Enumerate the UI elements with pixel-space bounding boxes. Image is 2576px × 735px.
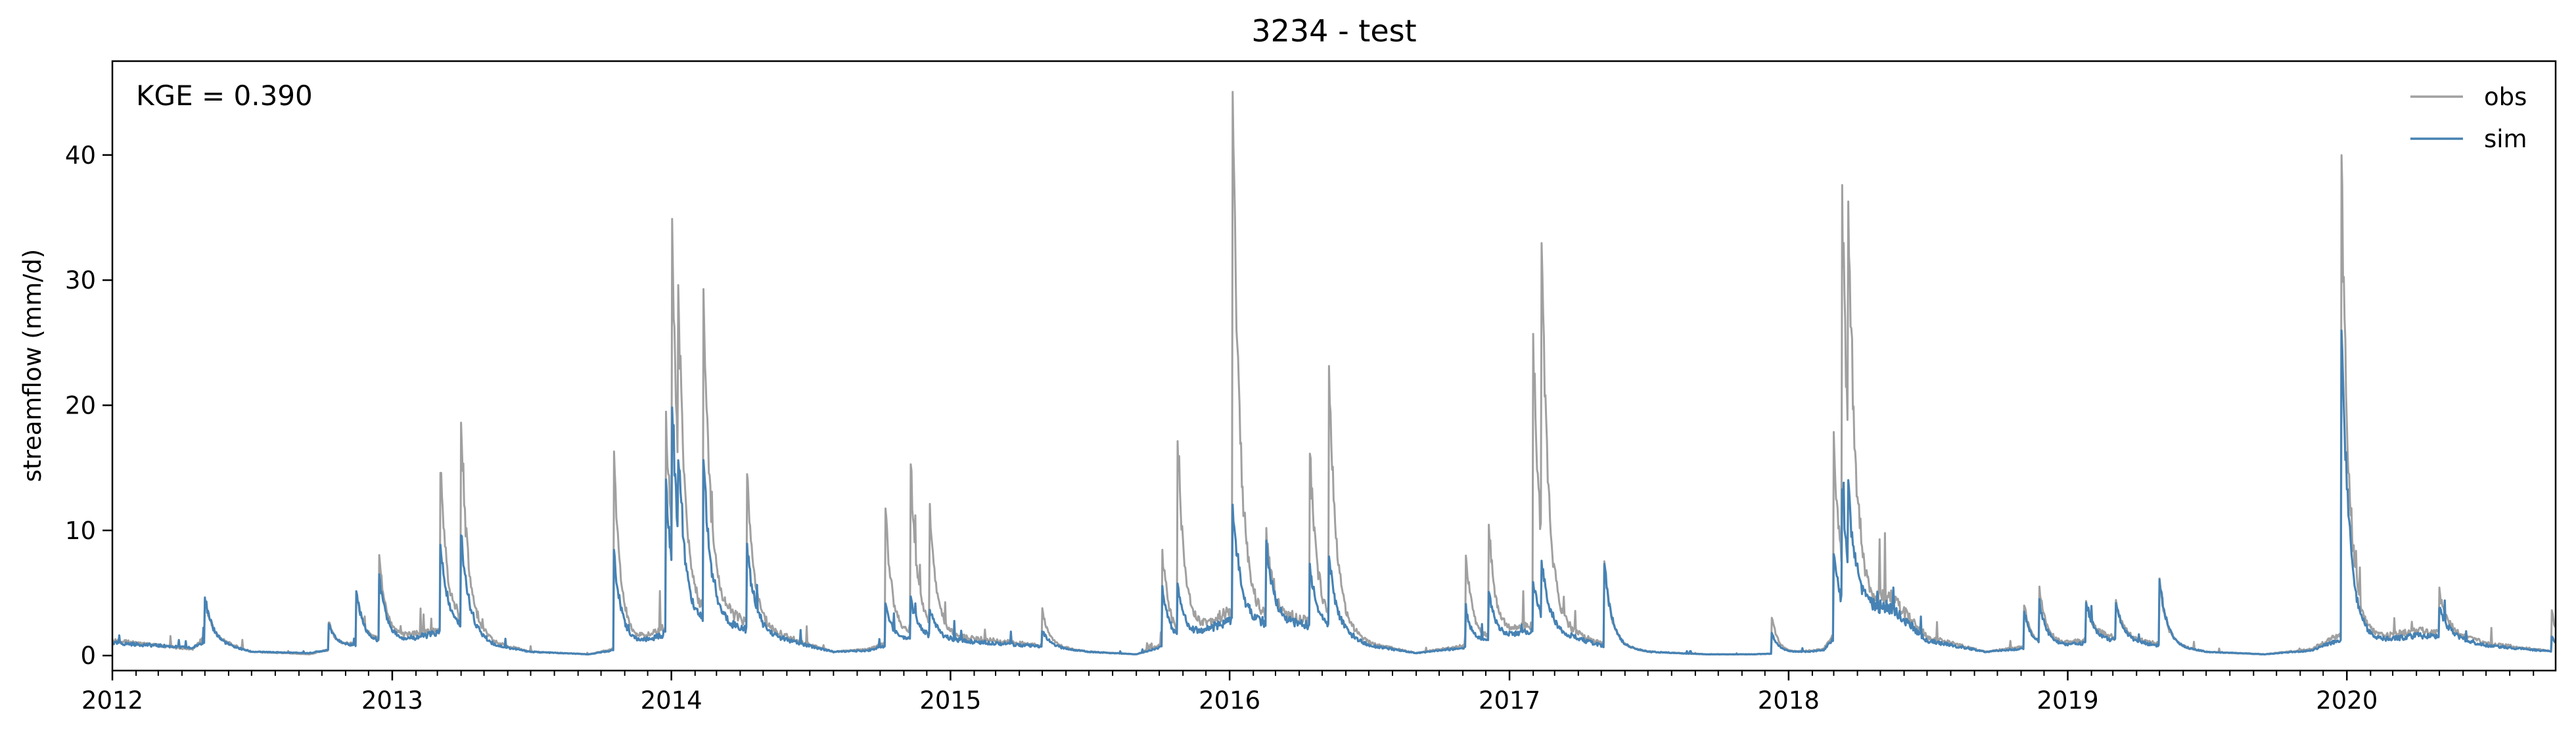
x-tick-label: 2015 [919, 686, 981, 715]
sim-series [112, 329, 2557, 656]
sim-line [112, 329, 2557, 656]
x-tick-label: 2017 [1479, 686, 1540, 715]
y-tick-label: 30 [65, 266, 96, 295]
legend-sim-label: sim [2484, 125, 2527, 153]
x-tick-label: 2014 [641, 686, 702, 715]
x-axis: 2012 2013 2014 2015 2016 2017 2018 2019 2020 [81, 671, 2535, 715]
legend: obs sim [2410, 83, 2527, 153]
y-tick-label: 20 [65, 391, 96, 419]
chart-title: 3234 - test [1251, 13, 1416, 49]
plot-area [111, 91, 2557, 656]
x-tick-label: 2018 [1758, 686, 1820, 715]
x-tick-label: 2012 [81, 686, 143, 715]
x-tick-label: 2016 [1199, 686, 1260, 715]
x-tick-label: 2020 [2316, 686, 2378, 715]
obs-series [111, 91, 2557, 655]
obs-line [111, 91, 2557, 655]
y-axis-label: streamflow (mm/d) [18, 249, 47, 483]
y-tick-label: 10 [65, 517, 96, 545]
y-tick-label: 40 [65, 141, 96, 170]
x-tick-label: 2019 [2036, 686, 2098, 715]
y-tick-label: 0 [80, 642, 96, 670]
x-tick-label: 2013 [361, 686, 423, 715]
y-axis: 0 10 20 30 40 [65, 141, 112, 670]
kge-annotation: KGE = 0.390 [136, 80, 313, 112]
legend-obs-label: obs [2484, 83, 2527, 111]
plot-frame [111, 60, 2557, 672]
